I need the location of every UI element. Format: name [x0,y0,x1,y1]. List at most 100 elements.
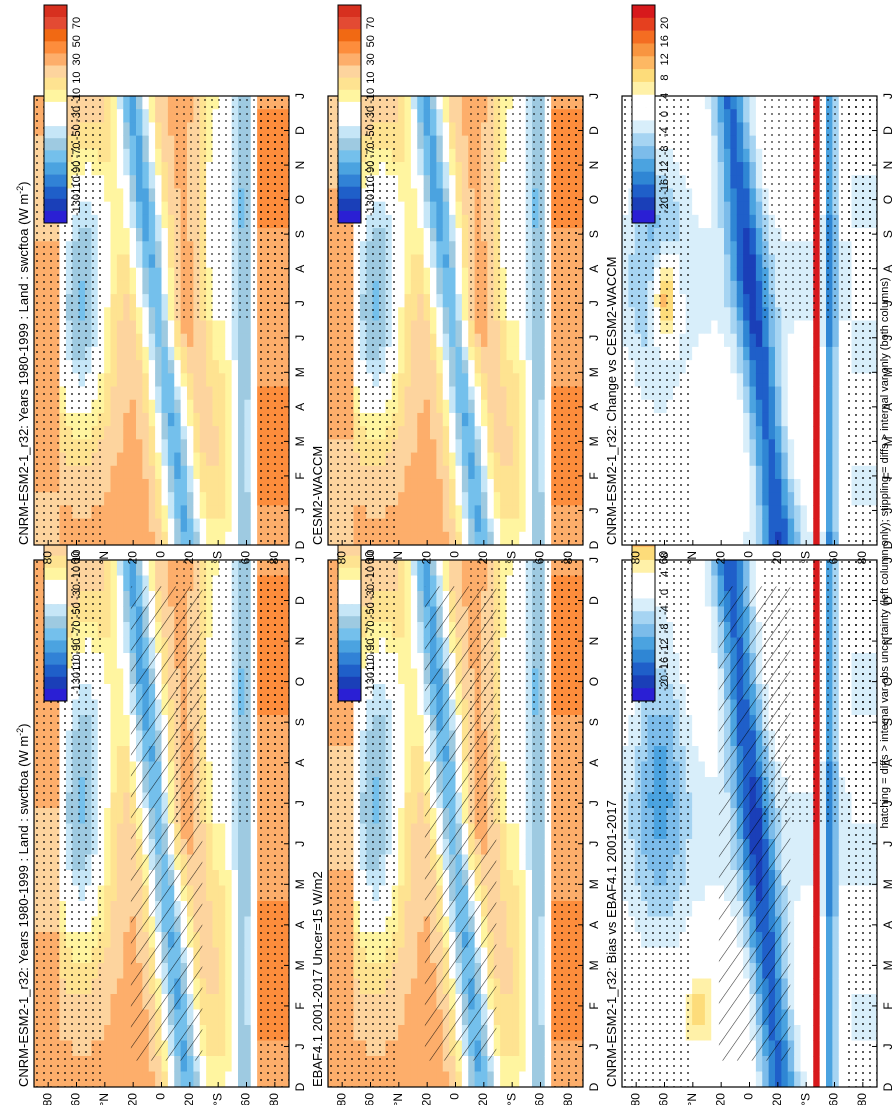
heatmap-cell [104,606,111,623]
heatmap-cell [123,518,131,533]
heatmap-cell [787,978,795,995]
heatmap-cell [704,684,712,700]
heatmap-cell [500,1071,507,1088]
heatmap-cell [506,1056,514,1072]
heatmap-cell [813,1056,821,1072]
heatmap-cell [238,1025,245,1041]
heatmap-cell [123,439,131,453]
heatmap-cell [704,901,712,917]
heatmap-cell [129,346,137,361]
heatmap-cell [225,1040,233,1057]
heatmap-cell [800,823,808,840]
heatmap-cell [806,1040,814,1057]
heatmap-cell [787,901,795,917]
heatmap-cell [398,1009,405,1026]
heatmap-cell [525,1009,533,1026]
hatching [718,586,791,1061]
heatmap-cell [238,823,245,840]
heatmap-cell [532,839,539,855]
heatmap-cell [142,478,150,493]
heatmap-cell [142,518,150,533]
heatmap-cell [218,994,226,1010]
heatmap-cell [455,1071,463,1088]
heatmap-cell [506,901,514,917]
heatmap-cell [250,963,258,979]
heatmap-cell [148,452,156,467]
heatmap-cell [826,823,833,840]
heatmap-cell [123,901,131,917]
heatmap-cell [410,792,418,809]
heatmap-cell [148,560,156,576]
heatmap-cell [538,901,546,917]
heatmap-cell [398,839,405,855]
heatmap-cell [404,870,412,886]
heatmap-cell [104,978,111,995]
heatmap-cell [398,885,405,902]
heatmap-cell [110,122,118,137]
heatmap-cell [806,870,814,886]
heatmap-cell [129,214,137,229]
heatmap-cell [244,1009,252,1026]
heatmap-cell [819,839,827,855]
heatmap-cell [148,307,156,321]
heatmap-cell [212,854,220,871]
heatmap-cell [711,560,719,576]
heatmap-cell [129,135,137,150]
heatmap-cell [806,1056,814,1072]
heatmap-cell [704,730,712,747]
heatmap-cell [110,932,118,948]
heatmap-cell [832,947,840,964]
heatmap-cell [749,560,757,576]
heatmap-cell [206,1040,213,1057]
heatmap-cell [819,1009,827,1026]
heatmap-cell [231,947,239,964]
month-label: J [293,800,307,806]
heatmap-cell [813,916,821,933]
heatmap-cell [110,1056,118,1072]
heatmap-cell [487,1056,495,1072]
colorbar-swatch [632,624,655,638]
heatmap-cell [136,1056,143,1072]
lat-label: 60 [239,1093,253,1105]
heatmap-cell [692,1025,699,1041]
heatmap-cell [525,1056,533,1072]
heatmap-cell [724,1071,731,1088]
heatmap-cell [231,1009,239,1026]
heatmap-cell [819,978,827,995]
heatmap-cell [544,916,552,933]
heatmap-cell [500,1040,507,1057]
heatmap-cell [104,963,111,979]
heatmap-cell [104,575,111,592]
heatmap-cell [743,1056,750,1072]
heatmap-cell [410,839,418,855]
heatmap-cell [819,932,827,948]
heatmap-cell [116,373,124,387]
heatmap-cell [800,1071,808,1088]
heatmap-cell [525,1071,533,1088]
heatmap-cell [110,715,118,731]
heatmap-cell [838,885,846,902]
heatmap-cell [123,426,131,440]
heatmap-cell [148,575,156,592]
heatmap-cell [800,901,808,917]
heatmap-cell [142,531,150,546]
lat-axis: 80 60 °N 20 0 20 °S 60 80 [334,1082,575,1105]
month-label: S [587,718,601,726]
heatmap-cell [110,426,118,440]
heatmap-cell [250,823,258,840]
heatmap-cell [110,175,118,189]
heatmap-cell [692,994,699,1010]
heatmap-cell [104,839,111,855]
heatmap-cell [199,994,207,1010]
lat-label: °N [391,1093,405,1105]
hatching [130,586,203,1061]
heatmap-cell [225,1025,233,1041]
heatmap-cell [110,916,118,933]
heatmap-cell [404,947,412,964]
heatmap-cell [116,1040,124,1057]
heatmap-cell [136,505,143,519]
heatmap-cell [404,668,412,685]
heatmap-cell [832,1071,840,1088]
heatmap-cell [142,294,150,308]
heatmap-cell [116,426,124,440]
